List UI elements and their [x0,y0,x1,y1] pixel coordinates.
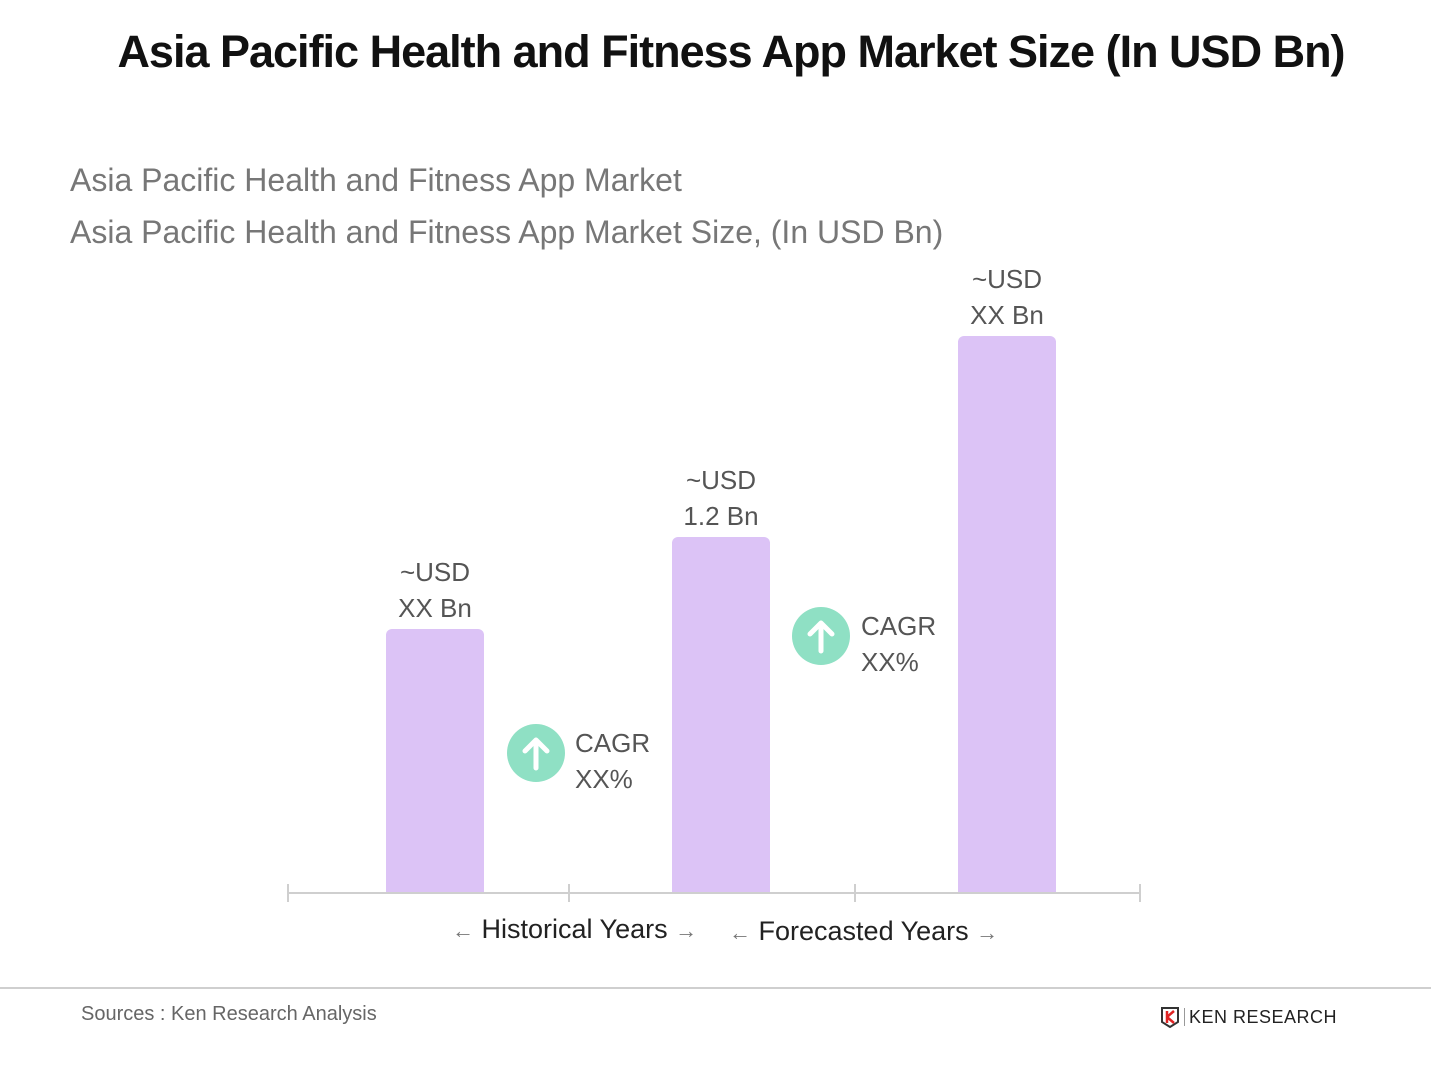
period-label: Historical Years [481,914,668,944]
chart-subtitle: Asia Pacific Health and Fitness App Mark… [70,162,682,198]
cagr-label: CAGR [575,728,651,758]
bar [958,336,1056,893]
ken-research-logo: KEN RESEARCH [1160,1006,1337,1028]
arrow-left-icon: ← [729,920,751,945]
chart-subtitle-2: Asia Pacific Health and Fitness App Mark… [70,214,944,250]
period-historical: ← Historical Years → [452,914,697,945]
cagr-value: XX% [861,647,919,677]
data-label: ~USD XX Bn [918,261,1096,333]
bar [386,629,484,893]
data-label: ~USD XX Bn [346,554,524,626]
chart-title: Asia Pacific Health and Fitness App Mark… [117,26,1345,77]
footer-divider [0,987,1431,989]
arrow-left-icon: ← [452,918,474,943]
data-label-line: 1.2 Bn [683,501,759,532]
arrow-right-icon: → [976,920,999,945]
data-label-line: ~USD [971,264,1043,294]
axis-tick [568,884,570,902]
axis-tick [1139,884,1141,902]
cagr-label: CAGR [861,611,937,641]
arrow-up-circle-icon [507,724,565,782]
data-label-line: XX Bn [970,300,1044,330]
ken-research-logo-icon [1161,1007,1179,1028]
data-label-line: XX Bn [398,593,472,624]
bar [672,537,770,893]
period-label: Forecasted Years [758,916,969,946]
logo-separator [1184,1008,1185,1026]
arrow-up-circle-icon [792,607,850,665]
period-forecasted: ← Forecasted Years → [729,916,998,947]
data-label: ~USD 1.2 Bn [632,462,810,534]
axis-tick [854,884,856,902]
data-label-line: ~USD [399,557,471,588]
data-label-line: ~USD [685,465,757,496]
x-axis [288,892,1141,894]
source-note: Sources : Ken Research Analysis [81,1003,377,1025]
logo-text: KEN RESEARCH [1189,1006,1338,1027]
axis-tick [287,884,289,902]
cagr-value: XX% [575,764,633,794]
arrow-right-icon: → [675,918,698,943]
